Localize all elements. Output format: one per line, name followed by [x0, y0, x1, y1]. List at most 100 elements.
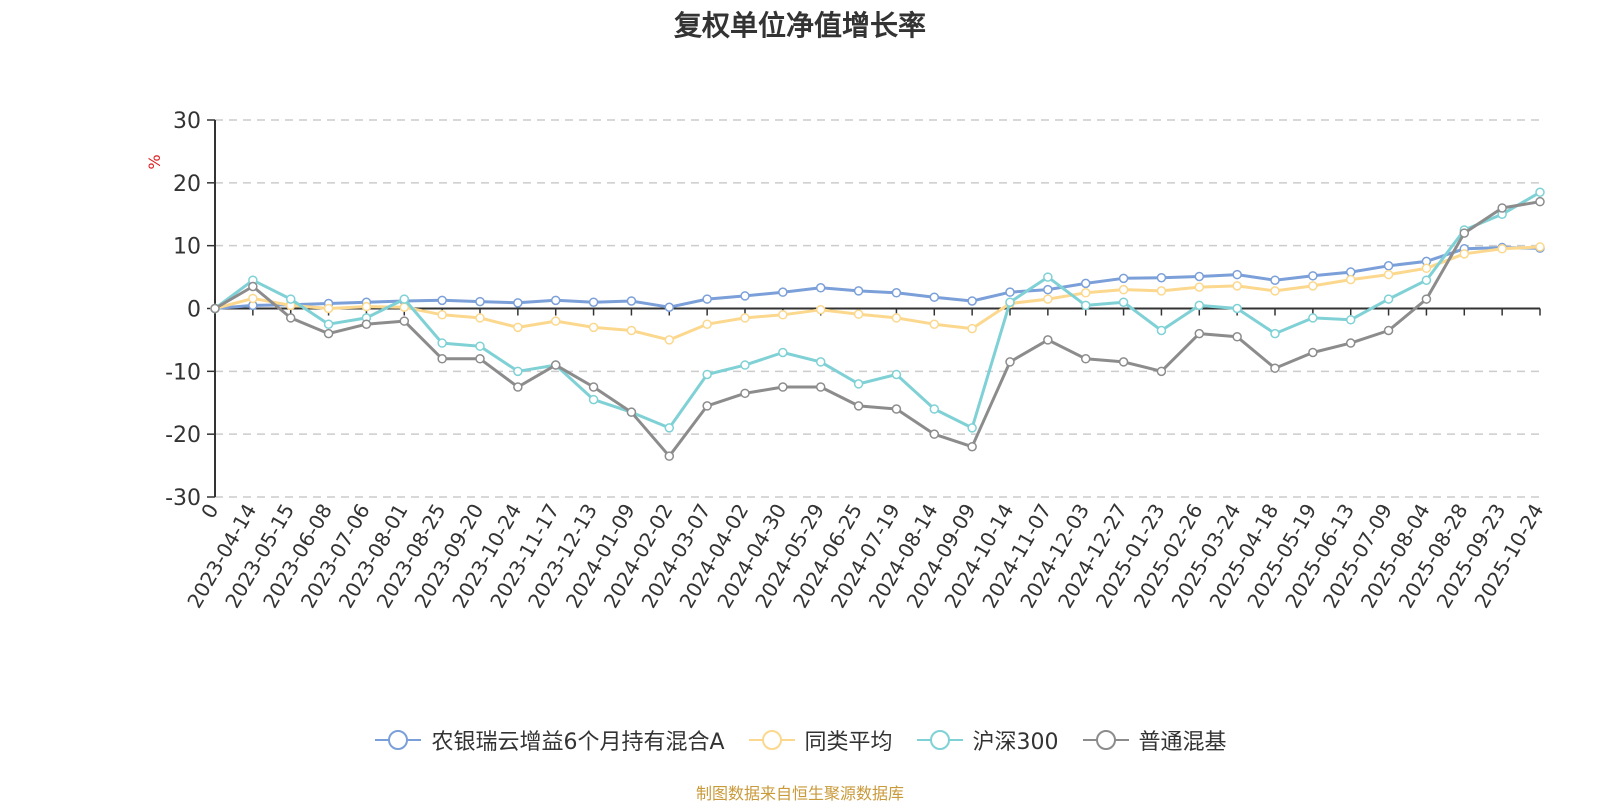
data-point — [702, 401, 712, 411]
legend-circle — [388, 730, 409, 750]
series-line — [214, 246, 1541, 310]
data-point — [967, 296, 977, 306]
legend-item[interactable]: 同类平均 — [747, 724, 893, 756]
data-point — [702, 319, 712, 329]
data-point — [929, 429, 940, 439]
legend-label: 沪深300 — [972, 730, 1059, 755]
data-point — [626, 407, 637, 417]
y-tick-label: -10 — [165, 360, 201, 385]
data-point — [740, 388, 750, 399]
data-point — [399, 294, 410, 304]
data-point — [664, 423, 675, 433]
legend-label: 同类平均 — [804, 730, 893, 755]
data-point — [1232, 332, 1242, 342]
legend-item[interactable]: 农银瑞云增益6个月持有混合A — [373, 724, 725, 756]
data-point — [778, 382, 788, 392]
data-point — [361, 319, 372, 329]
legend-label: 普通混基 — [1138, 730, 1227, 755]
data-point — [1383, 294, 1394, 304]
data-point — [853, 379, 864, 389]
data-point — [967, 441, 977, 452]
data-point — [1308, 271, 1318, 281]
data-point — [1308, 347, 1318, 358]
y-axis-unit: % — [145, 154, 164, 169]
data-point — [626, 325, 637, 336]
data-point — [1080, 288, 1091, 298]
data-point — [853, 286, 864, 296]
data-point — [740, 360, 750, 370]
data-point — [1194, 328, 1205, 339]
data-point — [1421, 294, 1432, 304]
data-point — [1383, 325, 1394, 336]
data-point — [929, 319, 940, 329]
data-point — [285, 313, 296, 323]
legend-marker-icon — [748, 730, 795, 750]
legend-circle — [929, 730, 950, 750]
data-point — [740, 291, 750, 301]
y-tick-label: 20 — [173, 172, 201, 197]
data-point — [361, 301, 372, 312]
data-point — [588, 297, 599, 307]
x-tick-label: 0 — [196, 500, 223, 523]
data-point — [1308, 313, 1318, 323]
data-point — [1421, 275, 1432, 285]
data-point — [437, 338, 447, 348]
data-point — [475, 313, 485, 323]
data-point — [550, 360, 561, 370]
data-point — [1118, 284, 1129, 295]
data-point — [1270, 328, 1280, 339]
data-point — [285, 294, 296, 304]
data-point — [1080, 300, 1091, 311]
data-point — [815, 357, 826, 367]
data-point — [475, 354, 485, 364]
series-line — [214, 200, 1541, 458]
data-point — [1043, 284, 1053, 295]
series-line — [214, 245, 1541, 342]
y-tick-label: -20 — [165, 423, 201, 448]
data-point — [210, 303, 220, 314]
data-point — [702, 294, 712, 304]
data-point — [778, 310, 788, 320]
data-point — [1043, 335, 1053, 345]
data-point — [1383, 269, 1394, 280]
data-point — [626, 296, 637, 306]
data-point — [1194, 300, 1205, 311]
legend-item[interactable]: 普通混基 — [1081, 724, 1227, 756]
data-point — [588, 322, 599, 333]
y-tick-label: 10 — [173, 235, 201, 260]
data-point — [437, 295, 447, 306]
data-point — [248, 293, 258, 304]
legend: 农银瑞云增益6个月持有混合A 同类平均 沪深300 普通混基 — [0, 724, 1600, 756]
data-point — [1043, 294, 1053, 304]
data-point — [399, 316, 410, 326]
data-point — [815, 283, 826, 293]
series-line — [214, 191, 1541, 430]
data-point — [815, 382, 826, 392]
data-point — [1005, 357, 1015, 367]
y-tick-label: 30 — [173, 109, 201, 134]
grid-lines — [215, 119, 1540, 498]
data-point — [588, 382, 599, 392]
legend-circle — [1095, 730, 1116, 750]
data-point — [1497, 244, 1507, 254]
data-point — [891, 404, 902, 414]
data-point — [1345, 274, 1356, 285]
data-point — [664, 451, 675, 461]
data-point — [1194, 282, 1205, 292]
legend-circle — [761, 730, 782, 750]
data-point — [513, 366, 523, 377]
y-tick-label: 0 — [187, 298, 201, 323]
data-point — [437, 354, 447, 364]
data-point — [1459, 249, 1470, 259]
legend-item[interactable]: 沪深300 — [915, 724, 1059, 756]
source-note: 制图数据来自恒生聚源数据库 — [695, 784, 904, 803]
data-point — [1535, 187, 1545, 198]
data-point — [853, 309, 864, 319]
data-point — [1005, 297, 1015, 307]
data-point — [1270, 286, 1280, 296]
data-point — [1232, 281, 1242, 291]
data-point — [891, 369, 902, 380]
data-point — [891, 313, 902, 323]
data-point — [1080, 278, 1091, 289]
